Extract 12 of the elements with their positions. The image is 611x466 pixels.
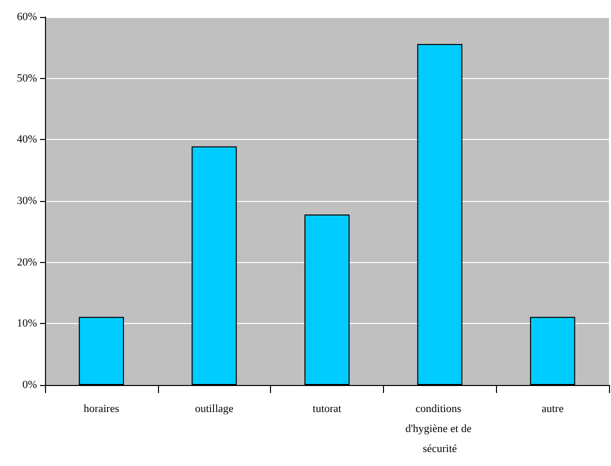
y-tick-label: 40% bbox=[16, 134, 37, 146]
y-tick-label: 60% bbox=[16, 11, 37, 23]
x-tick-label: tutorat bbox=[312, 403, 342, 415]
x-tick-label: horaires bbox=[84, 403, 120, 415]
y-tick-label: 50% bbox=[16, 72, 37, 84]
y-tick-label: 30% bbox=[16, 195, 37, 207]
y-tick-label: 0% bbox=[22, 379, 37, 391]
y-tick-label: 10% bbox=[16, 318, 37, 330]
y-tick-label: 20% bbox=[16, 256, 37, 268]
x-tick-label: autre bbox=[542, 403, 564, 415]
x-tick-label: conditions d'hygiène et de sécurité bbox=[405, 403, 474, 455]
x-tick-label: outillage bbox=[194, 403, 234, 415]
